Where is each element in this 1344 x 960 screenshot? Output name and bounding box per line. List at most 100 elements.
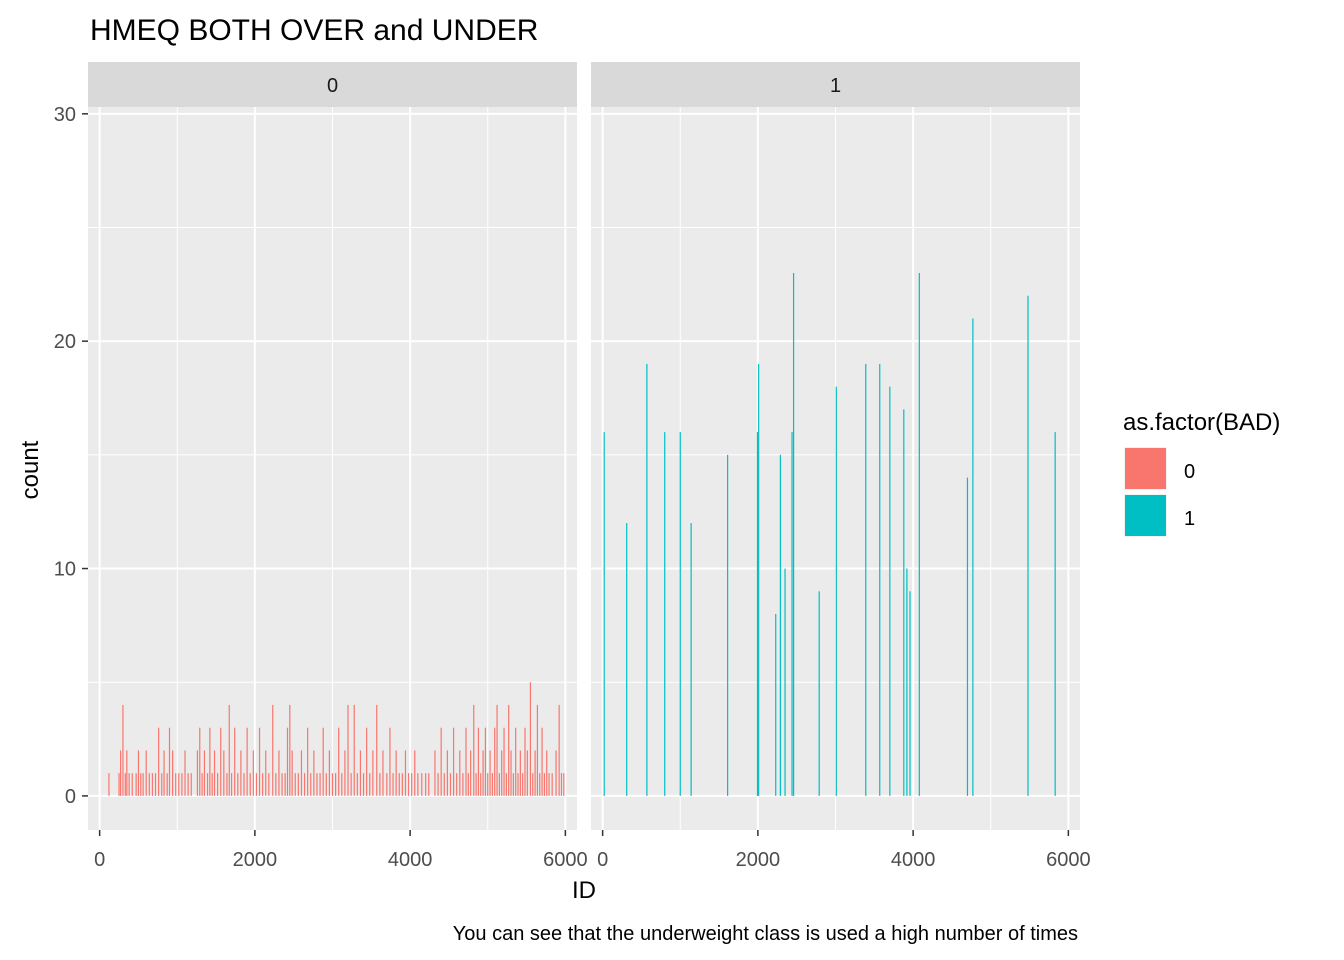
bar xyxy=(539,773,541,796)
bar xyxy=(178,773,180,796)
bar xyxy=(168,727,171,796)
bar xyxy=(428,773,430,796)
bar xyxy=(473,704,475,796)
chart-caption: You can see that the underweight class i… xyxy=(453,923,1078,945)
legend-label-1: 1 xyxy=(1184,508,1195,530)
bar xyxy=(338,727,340,796)
bar xyxy=(512,773,514,796)
bar xyxy=(425,773,427,796)
bar xyxy=(417,773,419,796)
bar xyxy=(646,363,648,796)
bar xyxy=(515,727,517,796)
y-tick-label: 20 xyxy=(54,331,76,353)
bar xyxy=(603,432,605,796)
bar xyxy=(496,704,498,796)
y-tick-label: 30 xyxy=(54,104,76,126)
bar xyxy=(344,750,346,796)
bar xyxy=(166,773,168,796)
bar xyxy=(203,750,206,796)
bar xyxy=(536,704,539,796)
strip-1-background xyxy=(591,62,1080,107)
bar xyxy=(148,773,150,796)
bar xyxy=(534,750,536,796)
bar xyxy=(775,614,777,796)
bar xyxy=(555,750,557,796)
bar xyxy=(909,591,911,796)
bar xyxy=(1027,295,1029,796)
bar xyxy=(303,773,306,796)
bar xyxy=(411,773,413,796)
legend-title: as.factor(BAD) xyxy=(1123,409,1280,436)
panel-1-bars xyxy=(603,272,1056,796)
y-axis: 0 10 20 30 xyxy=(54,104,88,808)
bar xyxy=(470,750,472,796)
bar xyxy=(543,773,545,796)
bar xyxy=(522,773,524,796)
bar xyxy=(494,727,496,796)
bar xyxy=(491,773,493,796)
bar xyxy=(382,750,384,796)
bar xyxy=(151,773,154,796)
bar xyxy=(108,773,110,796)
bar xyxy=(462,773,464,796)
bar xyxy=(310,773,312,796)
bar xyxy=(505,773,507,796)
bar xyxy=(690,523,692,796)
bar xyxy=(401,773,403,796)
bar xyxy=(510,750,512,796)
bar xyxy=(526,750,528,796)
legend-label-0: 0 xyxy=(1184,461,1195,483)
x-tick-label: 2000 xyxy=(736,849,781,871)
bar xyxy=(446,750,448,796)
bar xyxy=(376,704,378,796)
bar xyxy=(300,750,303,796)
x-axis-label: ID xyxy=(572,877,596,904)
bar xyxy=(379,773,381,796)
bar xyxy=(679,432,681,796)
bar xyxy=(199,727,201,796)
bar xyxy=(237,773,239,796)
bar xyxy=(440,727,442,796)
bar xyxy=(475,773,477,796)
bar xyxy=(140,773,142,796)
bar xyxy=(126,750,128,796)
panel-1-gridlines xyxy=(591,107,1080,830)
bar xyxy=(404,750,407,796)
bar xyxy=(548,773,550,796)
bar xyxy=(353,704,355,796)
bar xyxy=(278,750,280,796)
bar xyxy=(163,750,165,796)
bar xyxy=(240,750,242,796)
bar xyxy=(443,773,445,796)
bar xyxy=(158,727,160,796)
x-tick-label: 4000 xyxy=(891,849,936,871)
strip-0-label: 0 xyxy=(327,75,338,97)
bar xyxy=(501,750,503,796)
bar xyxy=(265,750,267,796)
x-tick-label: 6000 xyxy=(543,849,588,871)
x-tick-label: 4000 xyxy=(388,849,433,871)
bar xyxy=(142,773,144,796)
bar xyxy=(477,727,480,796)
bar xyxy=(223,750,225,796)
bar xyxy=(784,568,786,796)
facet-panel-1: 1 xyxy=(591,62,1080,830)
bar xyxy=(889,386,891,796)
bar xyxy=(211,773,213,796)
bar xyxy=(172,750,174,796)
bar xyxy=(551,773,553,796)
bar xyxy=(532,773,534,796)
bar xyxy=(124,773,126,796)
bar xyxy=(335,773,337,796)
bar xyxy=(275,773,277,796)
bar xyxy=(325,773,327,796)
bar xyxy=(906,568,908,796)
bar xyxy=(487,773,489,796)
bar xyxy=(489,750,491,796)
bar xyxy=(145,750,147,796)
bar xyxy=(407,773,410,796)
bar xyxy=(252,750,254,796)
bar xyxy=(465,727,467,796)
legend-swatch-0 xyxy=(1125,448,1166,489)
